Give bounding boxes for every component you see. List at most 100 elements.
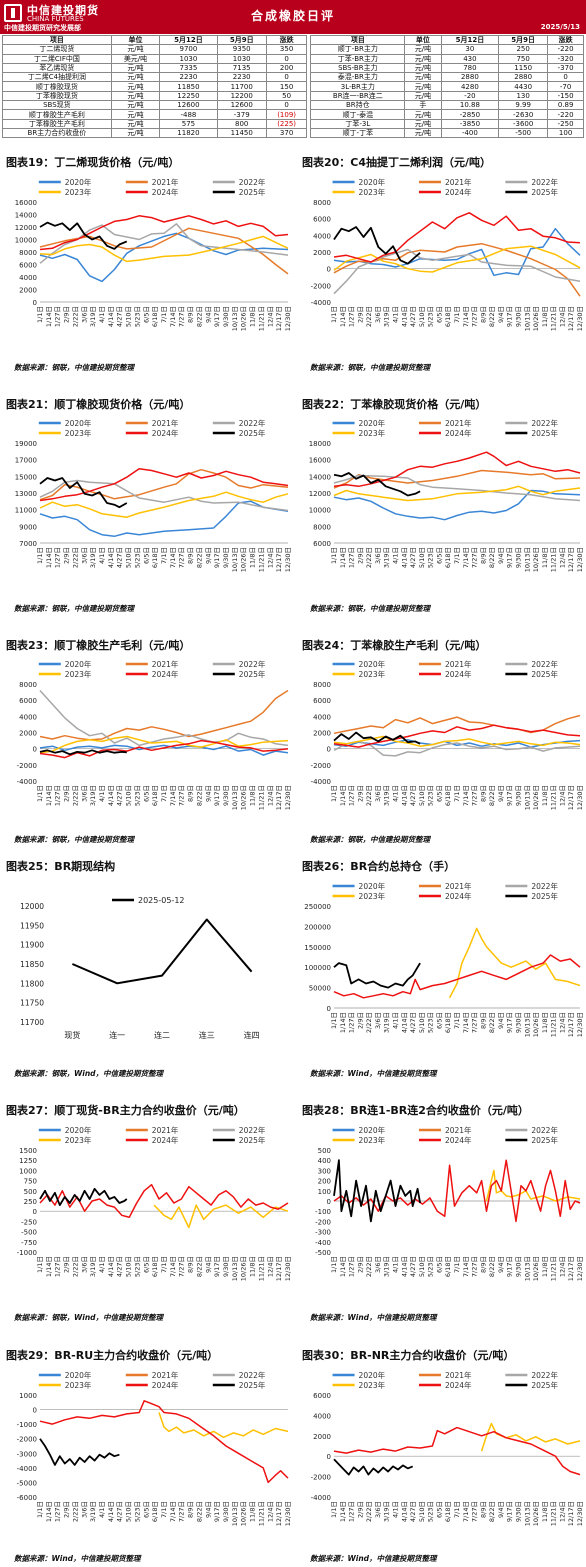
table-cell: 丁苯-3L xyxy=(310,118,406,129)
x-tick-label: 7/14日 xyxy=(462,306,470,327)
table-row: 顺丁橡胶现货 元/吨 11850 11700 150 3L-BR主力 元/吨 4280 4430… xyxy=(2,81,584,92)
x-tick-label: 9/30日 xyxy=(222,1256,230,1277)
table-cell: 9.99 xyxy=(498,100,549,111)
x-tick-label: 4/27日 xyxy=(409,547,417,568)
x-tick-label: 6/18日 xyxy=(444,547,452,568)
x-tick-label: 2/22日 xyxy=(365,1501,373,1522)
x-tick-label: 9/30日 xyxy=(515,1501,523,1522)
chart-23-title: 图表23：顺丁橡胶生产毛利（元/吨） xyxy=(6,639,191,652)
legend-label: 2024年 xyxy=(445,891,472,901)
x-tick-label: 9/17日 xyxy=(213,785,221,806)
table-row: 顺丁橡胶生产毛利 元/吨 -488 -379 (109) 顺丁-泰混 元/吨 -2850 -26… xyxy=(2,109,584,120)
x-tick-label: 4/27日 xyxy=(409,306,417,327)
legend-label: 2020年 xyxy=(359,881,386,891)
x-tick-label: 1/14日 xyxy=(339,1501,347,1522)
table-cell: -500 xyxy=(498,127,549,139)
x-tick-label: 12/17日 xyxy=(567,1501,575,1526)
table-cell: (109) xyxy=(265,109,308,120)
y-tick-label: 8000 xyxy=(19,681,37,689)
x-tick-label: 11/8日 xyxy=(249,306,257,327)
chart-19-title: 图表19：丁二烯现货价格（元/吨） xyxy=(6,156,180,169)
x-tick-label: 7/27日 xyxy=(471,1501,479,1522)
table-cell: 250 xyxy=(498,44,549,55)
x-tick-label: 9/17日 xyxy=(506,1256,514,1277)
x-tick-label: 1/1日 xyxy=(36,547,44,564)
x-tick-label: 2/9日 xyxy=(356,785,364,802)
y-tick-label: 13000 xyxy=(15,490,37,498)
report-date: 2025/5/13 xyxy=(540,23,580,31)
table-cell: 1030 xyxy=(216,53,267,64)
x-tick-label: 1/1日 xyxy=(330,785,338,802)
legend-label: 2023年 xyxy=(359,428,386,438)
legend-label: 2024年 xyxy=(445,1135,472,1145)
x-tick-label: 7/14日 xyxy=(169,306,177,327)
x-tick-label: 5/23日 xyxy=(427,1012,435,1033)
x-tick-label: 6/5日 xyxy=(142,785,150,802)
x-tick-label: 10/26日 xyxy=(532,547,540,572)
x-tick-label: 7/27日 xyxy=(471,1256,479,1277)
series-line xyxy=(39,477,128,509)
chart-20-title: 图表20：C4抽提丁二烯利润（元/吨） xyxy=(302,156,492,169)
x-tick-label: 10/13日 xyxy=(523,306,531,331)
x-tick-label: 9/17日 xyxy=(213,547,221,568)
x-tick-label: 5/23日 xyxy=(133,785,141,806)
x-tick-label: 6/18日 xyxy=(444,1256,452,1277)
x-tick-label: 8/9日 xyxy=(479,1501,487,1518)
legend-label: 2023年 xyxy=(359,1135,386,1145)
series-line xyxy=(39,1183,289,1219)
table-cell: -220 xyxy=(547,109,584,120)
table-cell: 丁二烯CIF中国 xyxy=(2,53,112,64)
x-tick-label: 5/10日 xyxy=(125,1501,133,1522)
chart-29-title: 图表29：BR-RU主力合约收盘价（元/吨） xyxy=(6,1349,219,1362)
table-cell: 顺丁橡胶现货 xyxy=(2,81,112,92)
table-cell: 泰混-BR主力 xyxy=(310,72,406,83)
series-line xyxy=(333,954,581,999)
x-tick-label: 8/22日 xyxy=(195,306,203,327)
x-tick-label: 4/1日 xyxy=(98,1256,106,1273)
x-tick-label: 12/4日 xyxy=(266,306,274,327)
chart-30-title: 图表30：BR-NR主力合约收盘价（元/吨） xyxy=(302,1349,515,1362)
y-tick-label: 0 xyxy=(33,1208,37,1216)
y-tick-label: 8000 xyxy=(19,249,37,257)
x-tick-label: 6/5日 xyxy=(142,306,150,323)
table-cell: 12600 xyxy=(216,100,267,111)
x-tick-label: 3/6日 xyxy=(80,1256,88,1273)
table-cell: 12200 xyxy=(216,90,267,102)
x-tick-label: 2/9日 xyxy=(356,547,364,564)
table-cell: 10.88 xyxy=(440,100,500,111)
table-cell: 50 xyxy=(265,90,308,102)
table-cell: 2230 xyxy=(216,72,267,83)
table-cell: 元/吨 xyxy=(110,72,161,83)
table-cell: 0 xyxy=(265,100,308,111)
x-tick-label: 8/22日 xyxy=(195,1501,203,1522)
x-tick-label: 7/1日 xyxy=(453,1256,461,1273)
series-line xyxy=(39,232,289,283)
y-tick-label: 100000 xyxy=(304,964,331,972)
x-tick-label: 12/4日 xyxy=(266,785,274,806)
x-tick-label: 11/8日 xyxy=(541,1256,549,1277)
x-tick-label: 8/9日 xyxy=(479,547,487,564)
table-gap xyxy=(306,128,312,138)
chart-22-source: 数据来源：钢联，中信建投期货整理 xyxy=(310,604,430,613)
x-tick-label: 5/10日 xyxy=(125,785,133,806)
x-tick-label: 12/4日 xyxy=(266,1501,274,1522)
y-tick-label: -750 xyxy=(21,1239,37,1247)
series-line xyxy=(39,735,289,754)
x-tick-label: 11/8日 xyxy=(541,547,549,568)
y-tick-label: 8000 xyxy=(313,199,331,207)
series-line xyxy=(39,1187,128,1206)
table-cell: -379 xyxy=(216,109,267,120)
y-tick-label: 11950 xyxy=(20,921,44,930)
table-cell: -70 xyxy=(547,81,584,92)
series-line xyxy=(333,451,581,488)
x-tick-label: 4/14日 xyxy=(107,547,115,568)
y-tick-label: 18000 xyxy=(309,440,331,448)
legend-label: 2025年 xyxy=(531,891,558,901)
y-tick-label: -2000 xyxy=(17,762,37,770)
x-tick-label: 8/22日 xyxy=(488,547,496,568)
series-line xyxy=(333,1458,414,1476)
report-subtitle: 中信建投期货研究发展部 xyxy=(4,24,81,32)
legend-label: 2022年 xyxy=(531,659,558,669)
x-tick-label: 7/14日 xyxy=(169,785,177,806)
x-tick-label: 9/17日 xyxy=(506,547,514,568)
